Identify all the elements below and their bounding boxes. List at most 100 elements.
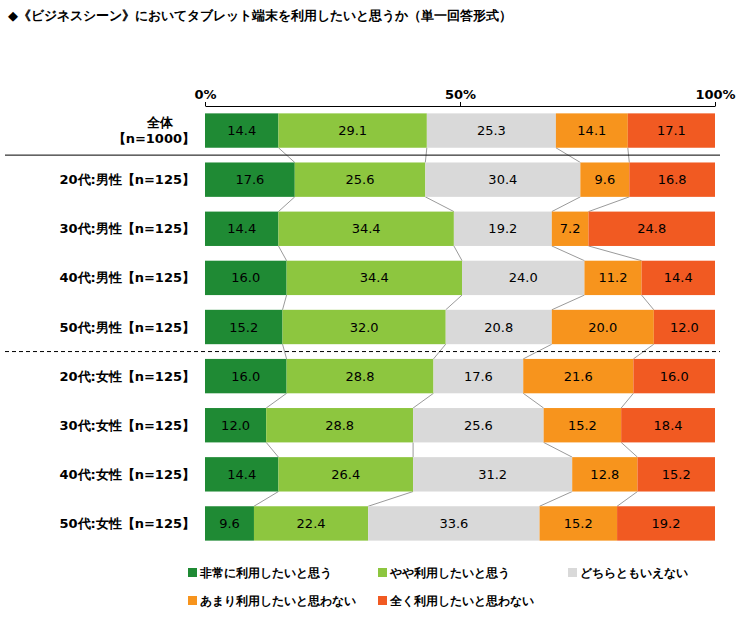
legend-swatch bbox=[378, 596, 387, 605]
bar-segment bbox=[446, 310, 552, 344]
bar-segment bbox=[642, 261, 715, 295]
bar-segment bbox=[540, 506, 618, 540]
tick-mark bbox=[460, 102, 461, 106]
data-label: 7.2 bbox=[560, 221, 581, 236]
bar-segment bbox=[205, 408, 266, 442]
connector bbox=[454, 246, 462, 261]
tick-label: 50% bbox=[445, 87, 476, 102]
data-label: 31.2 bbox=[478, 467, 507, 482]
category-label: 30代:女性【n=125】 bbox=[59, 418, 195, 433]
category-label: 30代:男性【n=125】 bbox=[59, 221, 195, 236]
legend-label: 全く利用したいと思わない bbox=[389, 594, 534, 608]
connector bbox=[446, 295, 462, 310]
data-label: 14.4 bbox=[664, 270, 693, 285]
bar-segment bbox=[205, 212, 278, 246]
connector bbox=[621, 393, 633, 408]
category-label: 50代:女性【n=125】 bbox=[59, 516, 195, 531]
connector bbox=[642, 295, 654, 310]
tick-label: 100% bbox=[695, 87, 735, 102]
tick: 0% bbox=[194, 87, 216, 106]
data-label: 15.2 bbox=[662, 467, 691, 482]
connector bbox=[278, 246, 286, 261]
bar-segment bbox=[425, 162, 580, 196]
data-label: 20.0 bbox=[588, 320, 617, 335]
connector bbox=[254, 492, 278, 507]
data-label: 14.4 bbox=[227, 467, 256, 482]
axis-line bbox=[206, 106, 716, 107]
data-label: 17.6 bbox=[464, 369, 493, 384]
data-label: 9.6 bbox=[219, 516, 240, 531]
separator bbox=[5, 351, 720, 352]
data-label: 19.2 bbox=[488, 221, 517, 236]
data-label: 20.8 bbox=[484, 320, 513, 335]
data-label: 25.6 bbox=[346, 172, 375, 187]
data-label: 15.2 bbox=[564, 516, 593, 531]
tick-mark bbox=[715, 102, 716, 106]
connector bbox=[621, 442, 637, 457]
bar-segment bbox=[205, 506, 254, 540]
bar-segment bbox=[433, 359, 523, 393]
connector bbox=[266, 442, 278, 457]
bar-segment bbox=[205, 310, 283, 344]
bar-segment bbox=[278, 212, 453, 246]
legend-swatch bbox=[378, 568, 387, 577]
connector bbox=[368, 492, 413, 507]
bar-segment bbox=[278, 457, 413, 491]
category-label: 40代:男性【n=125】 bbox=[59, 270, 195, 285]
connector bbox=[266, 393, 286, 408]
bar-segment bbox=[617, 506, 715, 540]
legend: 非常に利用したいと思うやや利用したいと思うどちらともいえないあまり利用したいと思… bbox=[188, 566, 688, 608]
connector bbox=[552, 246, 585, 261]
connector bbox=[552, 197, 581, 212]
data-label: 12.8 bbox=[590, 467, 619, 482]
data-label: 19.2 bbox=[652, 516, 681, 531]
data-label: 16.0 bbox=[660, 369, 689, 384]
data-label: 34.4 bbox=[352, 221, 381, 236]
bar-segment bbox=[637, 457, 715, 491]
bar-segment bbox=[523, 359, 633, 393]
data-label: 16.0 bbox=[231, 369, 260, 384]
bar-segment bbox=[621, 408, 715, 442]
connector bbox=[617, 492, 637, 507]
data-label: 22.4 bbox=[297, 516, 326, 531]
legend-swatch bbox=[188, 596, 197, 605]
connector bbox=[523, 393, 543, 408]
bar-segment bbox=[544, 408, 622, 442]
category-label: 全体【n=1000】 bbox=[113, 115, 195, 146]
data-label: 29.1 bbox=[338, 123, 367, 138]
bar-segment bbox=[287, 359, 434, 393]
bar-segment bbox=[205, 162, 295, 196]
legend-label: やや利用したいと思う bbox=[389, 566, 510, 580]
bar-segment bbox=[205, 261, 287, 295]
bar-segment bbox=[572, 457, 637, 491]
connector bbox=[544, 442, 573, 457]
legend-label: どちらともいえない bbox=[580, 566, 688, 580]
connector bbox=[589, 197, 630, 212]
bar-segment bbox=[205, 359, 287, 393]
bar-segment bbox=[580, 162, 629, 196]
bar-segment bbox=[278, 113, 426, 147]
bar-segment bbox=[629, 162, 715, 196]
bar-segment bbox=[462, 261, 584, 295]
data-label: 12.0 bbox=[670, 320, 699, 335]
bar-segment bbox=[254, 506, 368, 540]
connector bbox=[413, 393, 433, 408]
category-label: 40代:女性【n=125】 bbox=[59, 467, 195, 482]
data-label: 32.0 bbox=[350, 320, 379, 335]
legend-swatch bbox=[568, 568, 577, 577]
bar-segment bbox=[589, 212, 715, 246]
data-label: 34.4 bbox=[360, 270, 389, 285]
data-label: 16.0 bbox=[231, 270, 260, 285]
bar-segment bbox=[552, 310, 654, 344]
bar-segment bbox=[205, 457, 278, 491]
category-label: 20代:女性【n=125】 bbox=[59, 369, 195, 384]
tick: 50% bbox=[445, 87, 476, 106]
data-label: 17.6 bbox=[235, 172, 264, 187]
bar-segment bbox=[287, 261, 462, 295]
connector bbox=[589, 246, 642, 261]
connector bbox=[278, 197, 294, 212]
data-label: 15.2 bbox=[568, 418, 597, 433]
tick: 100% bbox=[695, 87, 735, 106]
bar-segment bbox=[628, 113, 715, 147]
bar-segment bbox=[283, 310, 446, 344]
